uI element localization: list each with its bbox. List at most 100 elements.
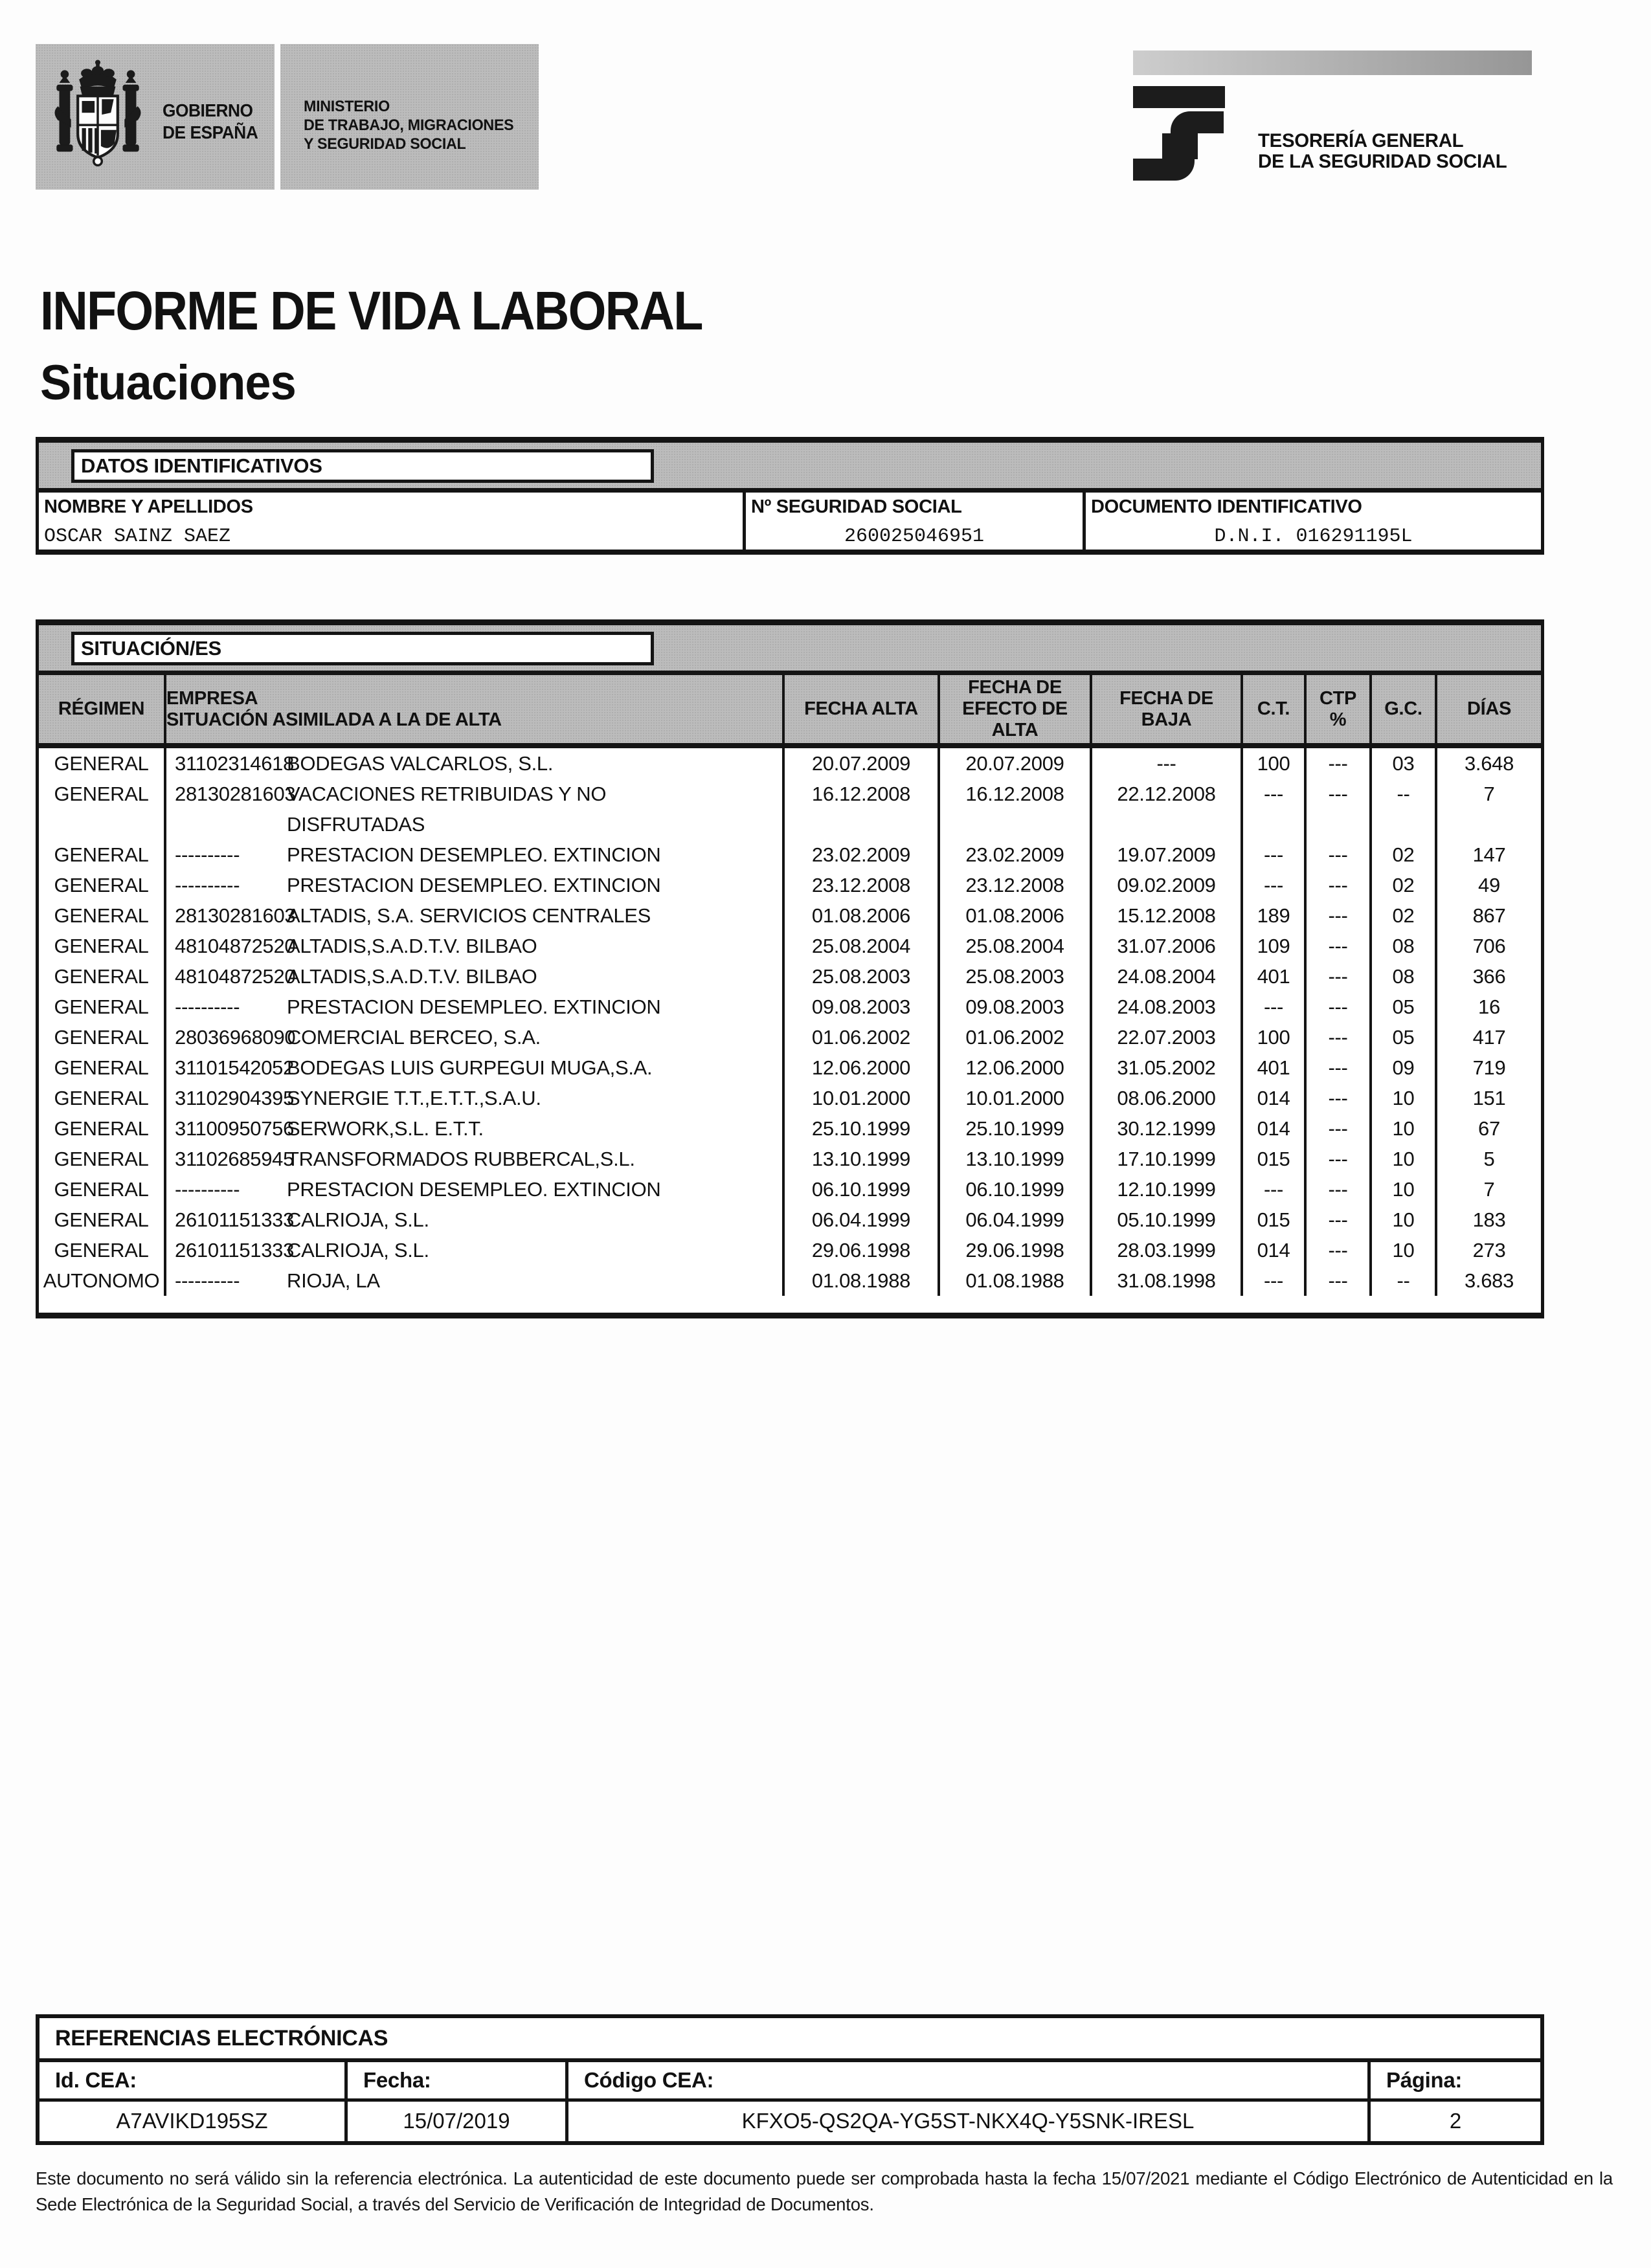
cell-dias: 67 xyxy=(1435,1113,1541,1144)
cell-fecha-alta: 06.10.1999 xyxy=(782,1174,938,1205)
gobierno-line2: DE ESPAÑA xyxy=(163,122,258,142)
tgss-logo-icon xyxy=(1133,86,1228,181)
cell-dias: 7 xyxy=(1435,779,1541,839)
cell-ctp: --- xyxy=(1304,900,1369,931)
cell-regimen: GENERAL xyxy=(54,1087,149,1109)
cell-ct: --- xyxy=(1241,992,1304,1022)
cell-regimen: GENERAL xyxy=(54,1026,149,1049)
cell-empresa-nombre: ALTADIS,S.A.D.T.V. BILBAO xyxy=(287,935,537,957)
cell-empresa-nombre: ALTADIS,S.A.D.T.V. BILBAO xyxy=(287,965,537,988)
cell-ccc: 31102314618 xyxy=(175,752,295,775)
cell-fecha-baja: 17.10.1999 xyxy=(1090,1144,1241,1174)
ref-fecha-label: Fecha: xyxy=(344,2062,565,2098)
cell-dias: 151 xyxy=(1435,1083,1541,1113)
cell-ct: --- xyxy=(1241,870,1304,900)
situaciones-section-bar: SITUACIÓN/ES xyxy=(39,625,1541,671)
cell-ccc: ---------- xyxy=(175,995,240,1018)
cell-dias: 273 xyxy=(1435,1235,1541,1265)
gobierno-logo-text: GOBIERNO DE ESPAÑA xyxy=(163,100,258,144)
cell-regimen: GENERAL xyxy=(54,1239,149,1262)
col-fecha-baja: FECHA DE BAJA xyxy=(1090,675,1241,743)
cell-empresa-nombre: RIOJA, LA xyxy=(287,1269,380,1292)
cell-ctp: --- xyxy=(1304,1205,1369,1235)
cell-ccc: 28036968090 xyxy=(175,1026,296,1049)
cell-empresa: ---------- PRESTACION DESEMPLEO. EXTINCI… xyxy=(164,870,782,900)
cell-ccc: ---------- xyxy=(175,1269,240,1292)
col-gc: G.C. xyxy=(1369,675,1435,743)
cell-ct: --- xyxy=(1241,839,1304,870)
ministerio-line1: MINISTERIO xyxy=(304,98,390,115)
cell-fecha-baja: 24.08.2003 xyxy=(1090,992,1241,1022)
cell-gc: -- xyxy=(1369,1265,1435,1296)
table-row: GENERAL 26101151333 CALRIOJA, S.L. 06.04… xyxy=(39,1205,1541,1235)
cell-gc: 10 xyxy=(1369,1083,1435,1113)
cell-fecha-efecto: 10.01.2000 xyxy=(938,1083,1090,1113)
cell-regimen: GENERAL xyxy=(54,995,149,1018)
cell-gc: 10 xyxy=(1369,1205,1435,1235)
cell-ctp: --- xyxy=(1304,1052,1369,1083)
table-row: GENERAL ---------- PRESTACION DESEMPLEO.… xyxy=(39,992,1541,1022)
table-row: GENERAL 26101151333 CALRIOJA, S.L. 29.06… xyxy=(39,1235,1541,1265)
cell-fecha-baja: 28.03.1999 xyxy=(1090,1235,1241,1265)
cell-empresa-nombre: SERWORK,S.L. E.T.T. xyxy=(287,1117,484,1140)
table-row: AUTONOMO ---------- RIOJA, LA 01.08.1988… xyxy=(39,1265,1541,1296)
cell-dias: 16 xyxy=(1435,992,1541,1022)
gobierno-line1: GOBIERNO xyxy=(163,100,253,120)
table-row: GENERAL 48104872520 ALTADIS,S.A.D.T.V. B… xyxy=(39,931,1541,961)
cell-gc: 10 xyxy=(1369,1144,1435,1174)
table-row: GENERAL 31102904395 SYNERGIE T.T.,E.T.T.… xyxy=(39,1083,1541,1113)
cell-ctp: --- xyxy=(1304,1265,1369,1296)
cell-ctp: --- xyxy=(1304,839,1369,870)
page-subtitle: Situaciones xyxy=(40,355,297,410)
cell-fecha-baja: 12.10.1999 xyxy=(1090,1174,1241,1205)
cell-fecha-alta: 23.12.2008 xyxy=(782,870,938,900)
ref-idcea-value: A7AVIKD195SZ xyxy=(116,2109,268,2133)
cell-gc: 02 xyxy=(1369,870,1435,900)
cell-fecha-efecto: 13.10.1999 xyxy=(938,1144,1090,1174)
cell-ct: 100 xyxy=(1241,1022,1304,1052)
situaciones-table-body: GENERAL 31102314618 BODEGAS VALCARLOS, S… xyxy=(39,743,1541,1313)
table-row: GENERAL 28130281603 VACACIONES RETRIBUID… xyxy=(39,779,1541,839)
table-row: GENERAL 28130281603 ALTADIS, S.A. SERVIC… xyxy=(39,900,1541,931)
cell-fecha-alta: 10.01.2000 xyxy=(782,1083,938,1113)
cell-gc: -- xyxy=(1369,779,1435,839)
cell-ct: --- xyxy=(1241,1265,1304,1296)
cell-gc: 10 xyxy=(1369,1235,1435,1265)
cell-ct: --- xyxy=(1241,1174,1304,1205)
cell-fecha-efecto: 06.04.1999 xyxy=(938,1205,1090,1235)
cell-empresa-nombre: VACACIONES RETRIBUIDAS Y NO DISFRUTADAS xyxy=(287,783,607,836)
cell-empresa-nombre: TRANSFORMADOS RUBBERCAL,S.L. xyxy=(287,1148,635,1170)
cell-fecha-baja: 05.10.1999 xyxy=(1090,1205,1241,1235)
col-empresa: EMPRESA SITUACIÓN ASIMILADA A LA DE ALTA xyxy=(164,675,782,743)
cell-fecha-alta: 09.08.2003 xyxy=(782,992,938,1022)
cell-empresa-nombre: CALRIOJA, S.L. xyxy=(287,1239,429,1262)
table-row: GENERAL 31101542052 BODEGAS LUIS GURPEGU… xyxy=(39,1052,1541,1083)
cell-fecha-efecto: 20.07.2009 xyxy=(938,748,1090,779)
cell-dias: 49 xyxy=(1435,870,1541,900)
cell-gc: 10 xyxy=(1369,1174,1435,1205)
cell-fecha-baja: 15.12.2008 xyxy=(1090,900,1241,931)
cell-ccc: 48104872520 xyxy=(175,965,296,988)
cell-regimen: GENERAL xyxy=(54,752,149,775)
cell-empresa-nombre: PRESTACION DESEMPLEO. EXTINCION xyxy=(287,1178,661,1201)
cell-ctp: --- xyxy=(1304,779,1369,839)
col-ct: C.T. xyxy=(1241,675,1304,743)
ref-codigo-label: Código CEA: xyxy=(565,2062,1367,2098)
cell-dias: 417 xyxy=(1435,1022,1541,1052)
cell-ct: 401 xyxy=(1241,961,1304,992)
cell-fecha-efecto: 01.08.1988 xyxy=(938,1265,1090,1296)
ministerio-logo-text: MINISTERIO DE TRABAJO, MIGRACIONES Y SEG… xyxy=(304,97,514,153)
table-row: GENERAL ---------- PRESTACION DESEMPLEO.… xyxy=(39,1174,1541,1205)
cell-dias: 5 xyxy=(1435,1144,1541,1174)
referencias-title: REFERENCIAS ELECTRÓNICAS xyxy=(39,2018,1540,2058)
cell-empresa: 28036968090 COMERCIAL BERCEO, S.A. xyxy=(164,1022,782,1052)
tgss-line1: TESORERÍA GENERAL xyxy=(1258,130,1464,151)
cell-regimen: GENERAL xyxy=(54,935,149,957)
cell-fecha-efecto: 06.10.1999 xyxy=(938,1174,1090,1205)
cell-ct: 189 xyxy=(1241,900,1304,931)
col-fecha-alta: FECHA ALTA xyxy=(782,675,938,743)
cell-ccc: 31100950756 xyxy=(175,1117,295,1140)
cell-empresa: 31100950756 SERWORK,S.L. E.T.T. xyxy=(164,1113,782,1144)
cell-empresa-nombre: SYNERGIE T.T.,E.T.T.,S.A.U. xyxy=(287,1087,541,1109)
cell-regimen: GENERAL xyxy=(54,843,149,866)
